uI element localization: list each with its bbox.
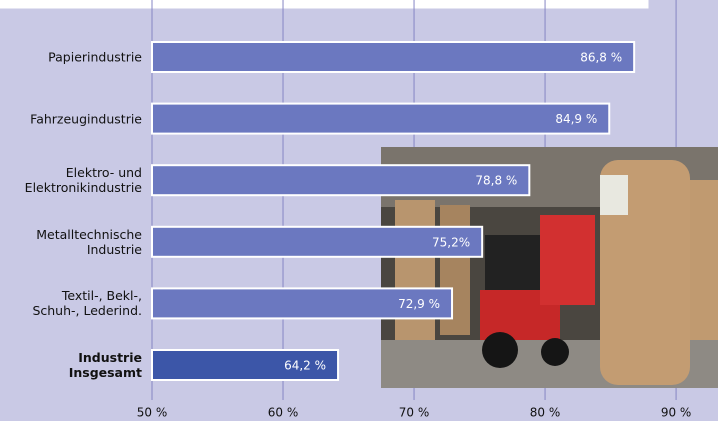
x-tick-label: 70 % [399,406,430,420]
x-tick-label: 60 % [268,406,299,420]
bar [151,164,531,197]
wheel [541,338,569,366]
value-label: 72,9 % [398,297,440,311]
x-tick-label: 50 % [137,406,168,420]
bar [151,41,636,73]
bar [151,225,484,258]
forklift-clamp [540,215,595,305]
bar [151,102,611,135]
value-label: 84,9 % [555,112,597,126]
category-label: Fahrzeugindustrie [30,111,142,127]
category-label: Metalltechnische Industrie [36,226,142,257]
x-tick-label: 90 % [661,406,692,420]
category-label: Papierindustrie [48,49,142,65]
category-label: Elektro- und Elektronikindustrie [24,165,142,196]
value-label: 86,8 % [580,51,622,65]
top-box [0,0,649,9]
roll [690,180,718,340]
bars: 86,8 % 84,9 % 78,8 % 75,2% 72,9 % 64,2 % [151,41,636,381]
roll-label [600,175,628,215]
bar [151,287,454,320]
bar [151,349,340,381]
category-label: Textil-, Bekl-, Schuh-, Lederind. [32,288,142,319]
x-tick-label: 80 % [530,406,561,420]
category-label: Industrie Insgesamt [68,350,142,380]
value-label: 64,2 % [284,359,326,373]
wheel [482,332,518,368]
value-label: 75,2% [432,235,470,249]
value-label: 78,8 % [475,174,517,188]
roll-big [600,160,690,385]
